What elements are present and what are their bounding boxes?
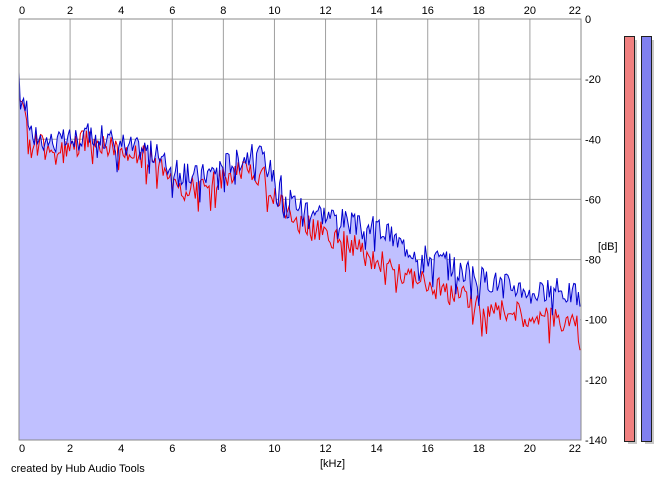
x-tick-label-top: 6 bbox=[169, 5, 175, 17]
x-tick-label-top: 14 bbox=[371, 5, 383, 17]
x-tick-label-top: 8 bbox=[220, 5, 226, 17]
y-axis-label: [dB] bbox=[598, 241, 618, 253]
y-tick-label: -40 bbox=[585, 134, 601, 146]
series-line-red bbox=[18, 96, 581, 351]
plot-frame bbox=[18, 18, 582, 441]
x-tick-label-top: 16 bbox=[422, 5, 434, 17]
right-channel-meter bbox=[641, 36, 652, 442]
y-tick-label: -140 bbox=[585, 435, 607, 447]
y-tick-label: -100 bbox=[585, 315, 607, 327]
x-tick-label-bottom: 22 bbox=[569, 443, 581, 455]
x-tick-label-bottom: 10 bbox=[268, 443, 280, 455]
spectrum-series-layer bbox=[18, 71, 581, 351]
credit-text: created by Hub Audio Tools bbox=[11, 463, 145, 475]
x-tick-label-bottom: 8 bbox=[220, 443, 226, 455]
x-tick-label-top: 10 bbox=[268, 5, 280, 17]
x-tick-label-top: 22 bbox=[569, 5, 581, 17]
y-tick-label: 0 bbox=[585, 14, 591, 26]
y-tick-label: -80 bbox=[585, 255, 601, 267]
x-tick-label-bottom: 20 bbox=[524, 443, 536, 455]
x-tick-label-top: 0 bbox=[19, 5, 25, 17]
x-tick-label-top: 4 bbox=[118, 5, 124, 17]
x-axis-label: [kHz] bbox=[320, 458, 345, 470]
x-tick-label-bottom: 6 bbox=[169, 443, 175, 455]
x-tick-label-top: 2 bbox=[67, 5, 73, 17]
x-tick-label-top: 12 bbox=[319, 5, 331, 17]
left-channel-meter bbox=[624, 36, 635, 442]
y-tick-label: -20 bbox=[585, 74, 601, 86]
y-tick-label: -120 bbox=[585, 375, 607, 387]
tick-labels: 002244668810101212141416161818202022220-… bbox=[19, 5, 607, 455]
x-tick-label-bottom: 12 bbox=[319, 443, 331, 455]
x-tick-label-top: 18 bbox=[473, 5, 485, 17]
series-line-blue bbox=[18, 71, 581, 316]
x-tick-label-bottom: 4 bbox=[118, 443, 124, 455]
x-tick-label-bottom: 2 bbox=[67, 443, 73, 455]
x-tick-label-bottom: 14 bbox=[371, 443, 383, 455]
x-tick-label-bottom: 18 bbox=[473, 443, 485, 455]
x-tick-label-bottom: 0 bbox=[19, 443, 25, 455]
y-tick-label: -60 bbox=[585, 194, 601, 206]
x-tick-label-top: 20 bbox=[524, 5, 536, 17]
x-tick-label-bottom: 16 bbox=[422, 443, 434, 455]
